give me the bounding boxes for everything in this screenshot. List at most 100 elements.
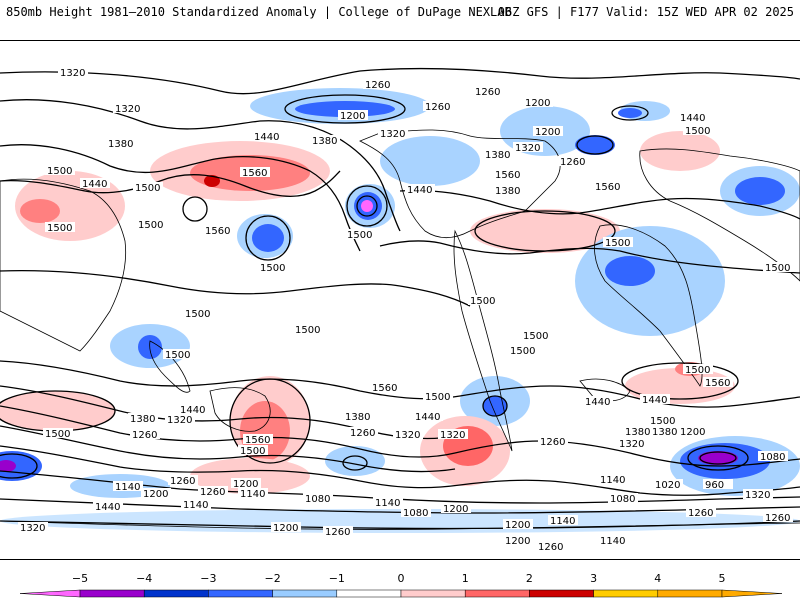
contour-label: 1440 [680, 113, 705, 124]
contour-label: 1560 [372, 383, 397, 394]
contour-label: 1500 [240, 446, 265, 457]
contour-label: 1260 [132, 430, 157, 441]
colorbar-cell [400, 589, 466, 598]
contour-label: 1440 [585, 397, 610, 408]
contour-label: 1260 [560, 157, 585, 168]
contour-label: 1140 [600, 536, 625, 547]
map-title: 850mb Height 1981–2010 Standardized Anom… [6, 5, 512, 19]
contour-label: 1380 [625, 427, 650, 438]
contour-label: 1560 [242, 168, 267, 179]
contour-label: 1140 [183, 500, 208, 511]
contour-label: 1440 [642, 395, 667, 406]
map-canvas: 1320 1320 1380 1440 1500 1440 1500 1560 … [0, 67, 800, 553]
contour-label: 1500 [510, 346, 535, 357]
contour-label: 1500 [523, 331, 548, 342]
colorbar-tick-label: 3 [590, 572, 597, 585]
contour-label: 1140 [115, 482, 140, 493]
colorbar-tick-label: 4 [654, 572, 661, 585]
contour-label: 1500 [138, 220, 163, 231]
contour-label: 1500 [185, 309, 210, 320]
contour-label: 1320 [440, 430, 465, 441]
contour-label: 1320 [619, 439, 644, 450]
colorbar-tick-label: −1 [329, 572, 345, 585]
contour-label: 1260 [540, 437, 565, 448]
contour-label: 1260 [475, 87, 500, 98]
contour-labels: 1320 1320 1380 1440 1500 1440 1500 1560 … [18, 67, 793, 553]
contour-label: 1200 [535, 127, 560, 138]
contour-label: 1200 [505, 520, 530, 531]
contour-label: 1140 [375, 498, 400, 509]
contour-label: 1560 [595, 182, 620, 193]
contour-label: 1140 [240, 489, 265, 500]
contour-label: 1140 [600, 475, 625, 486]
contour-label: 1260 [325, 527, 350, 538]
colorbar-tick-label: −4 [136, 572, 152, 585]
contour-label: 1080 [760, 452, 785, 463]
contour-label: 1320 [115, 104, 140, 115]
anomaly-map[interactable]: 1320 1320 1380 1440 1500 1440 1500 1560 … [0, 40, 800, 560]
colorbar-cell [208, 589, 273, 598]
contour-label: 1260 [538, 542, 563, 553]
contour-label: 1380 [312, 136, 337, 147]
contour-label: 1200 [680, 427, 705, 438]
colorbar-cell [79, 589, 145, 598]
contour-label: 1560 [205, 226, 230, 237]
header-bar: 850mb Height 1981–2010 Standardized Anom… [0, 0, 800, 40]
contour-label: 1320 [167, 415, 192, 426]
contour-label: 1440 [407, 185, 432, 196]
contour-label: 1500 [605, 238, 630, 249]
colorbar-min-arrow [19, 589, 81, 598]
contour-label: 1200 [505, 536, 530, 547]
contour-label: 1320 [380, 129, 405, 140]
height-contours [0, 67, 800, 530]
contour-label: 960 [705, 480, 724, 491]
contour-label: 1500 [295, 325, 320, 336]
contour-label: 1500 [47, 223, 72, 234]
contour-label: 1200 [525, 98, 550, 109]
colorbar-cell [143, 589, 209, 598]
contour-label: 1260 [425, 102, 450, 113]
colorbar-tick-label: −5 [72, 572, 88, 585]
colorbar-tick-label: 0 [398, 572, 405, 585]
colorbar-canvas: −5 −4 −3 −2 −1 0 1 2 3 4 5 [19, 572, 783, 598]
contour-label: 1140 [550, 516, 575, 527]
contour-label: 1200 [340, 111, 365, 122]
contour-label: 1320 [745, 490, 770, 501]
colorbar-cells [19, 589, 783, 598]
contour-label: 1440 [95, 502, 120, 513]
contour-label: 1200 [273, 523, 298, 534]
colorbar-cell [272, 589, 338, 598]
contour-label: 1320 [60, 68, 85, 79]
contour-label: 1500 [260, 263, 285, 274]
contour-label: 1500 [685, 365, 710, 376]
contour-label: 1500 [347, 230, 372, 241]
contour-label: 1440 [180, 405, 205, 416]
colorbar-cell [464, 589, 530, 598]
contour-label: 1500 [650, 416, 675, 427]
contour-label: 1320 [515, 143, 540, 154]
contour-label: 1200 [233, 479, 258, 490]
contour-label: 1380 [495, 186, 520, 197]
contour-label: 1500 [685, 126, 710, 137]
contour-label: 1380 [345, 412, 370, 423]
contour-label: 1380 [485, 150, 510, 161]
contour-label: 1320 [395, 430, 420, 441]
colorbar-ticks: −5 −4 −3 −2 −1 0 1 2 3 4 5 [72, 572, 726, 585]
contour-label: 1260 [170, 476, 195, 487]
contour-label: 1500 [425, 392, 450, 403]
contour-label: 1440 [82, 179, 107, 190]
colorbar-tick-label: 1 [462, 572, 469, 585]
contour-label: 1080 [305, 494, 330, 505]
contour-label: 1080 [610, 494, 635, 505]
colorbar-cell [593, 589, 659, 598]
contour-label: 1320 [20, 523, 45, 534]
colorbar-cell [529, 589, 594, 598]
colorbar-tick-label: −2 [264, 572, 280, 585]
contour-label: 1500 [47, 166, 72, 177]
anomaly-colorbar: −5 −4 −3 −2 −1 0 1 2 3 4 5 [0, 560, 800, 600]
contour-label: 1560 [495, 170, 520, 181]
contour-label: 1080 [403, 508, 428, 519]
colorbar-max-arrow [721, 589, 783, 598]
contour-label: 1500 [45, 429, 70, 440]
contour-label: 1380 [108, 139, 133, 150]
